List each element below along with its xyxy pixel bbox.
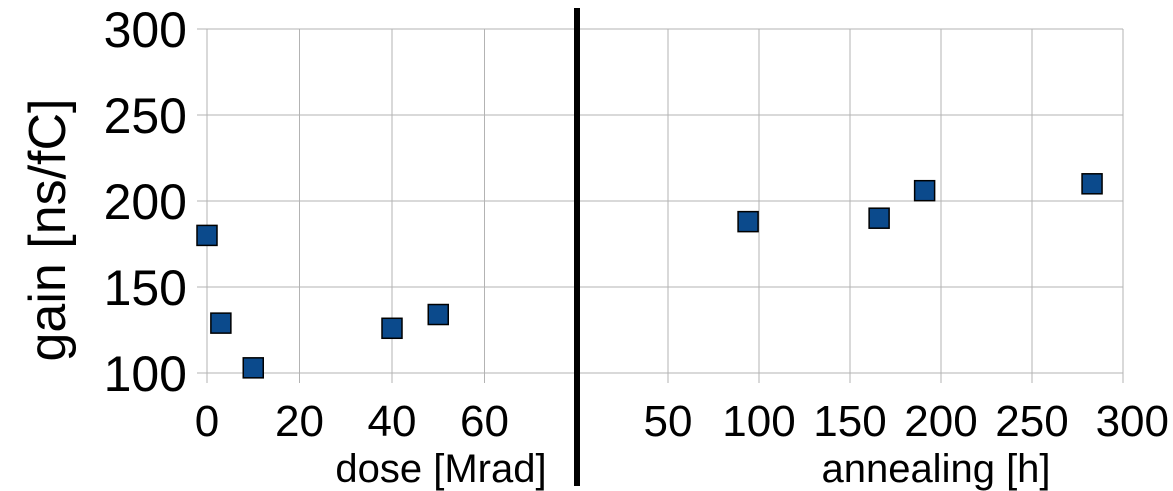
- x-axis-label-dose: dose [Mrad]: [335, 447, 546, 491]
- x-tick-label-dose: 0: [195, 397, 219, 446]
- y-tick-label: 150: [104, 260, 187, 316]
- y-tick-label: 100: [104, 346, 187, 402]
- data-point: [737, 210, 759, 233]
- data-point: [913, 179, 936, 202]
- data-point: [196, 224, 218, 247]
- data-point: [1081, 173, 1103, 195]
- x-axis-label-annealing: annealing [h]: [821, 447, 1050, 491]
- y-tick-label: 300: [104, 2, 187, 58]
- data-point: [210, 312, 232, 334]
- data-point: [868, 207, 890, 229]
- data-point: [427, 303, 449, 326]
- y-tick-label: 200: [104, 174, 187, 230]
- x-tick-label-dose: 40: [368, 397, 417, 446]
- grid-lines: [197, 28, 1124, 383]
- y-tick-label: 250: [104, 88, 187, 144]
- x-tick-label-annealing: 100: [722, 397, 795, 446]
- data-point: [381, 317, 403, 340]
- y-axis-label: gain [ns/fC]: [19, 98, 77, 361]
- tick-labels: 100 150 200 250 300 0 20 40 60 50 100 150 200 250 300: [104, 2, 1169, 446]
- x-tick-label-annealing: 50: [644, 397, 693, 446]
- x-tick-label-annealing: 250: [995, 397, 1068, 446]
- data-point: [242, 357, 264, 379]
- x-tick-label-annealing: 150: [813, 397, 886, 446]
- data-points: [196, 173, 1103, 379]
- x-tick-label-dose: 60: [460, 397, 509, 446]
- x-tick-label-annealing: 300: [1096, 397, 1169, 446]
- x-tick-label-annealing: 200: [904, 397, 977, 446]
- x-tick-label-dose: 20: [275, 397, 324, 446]
